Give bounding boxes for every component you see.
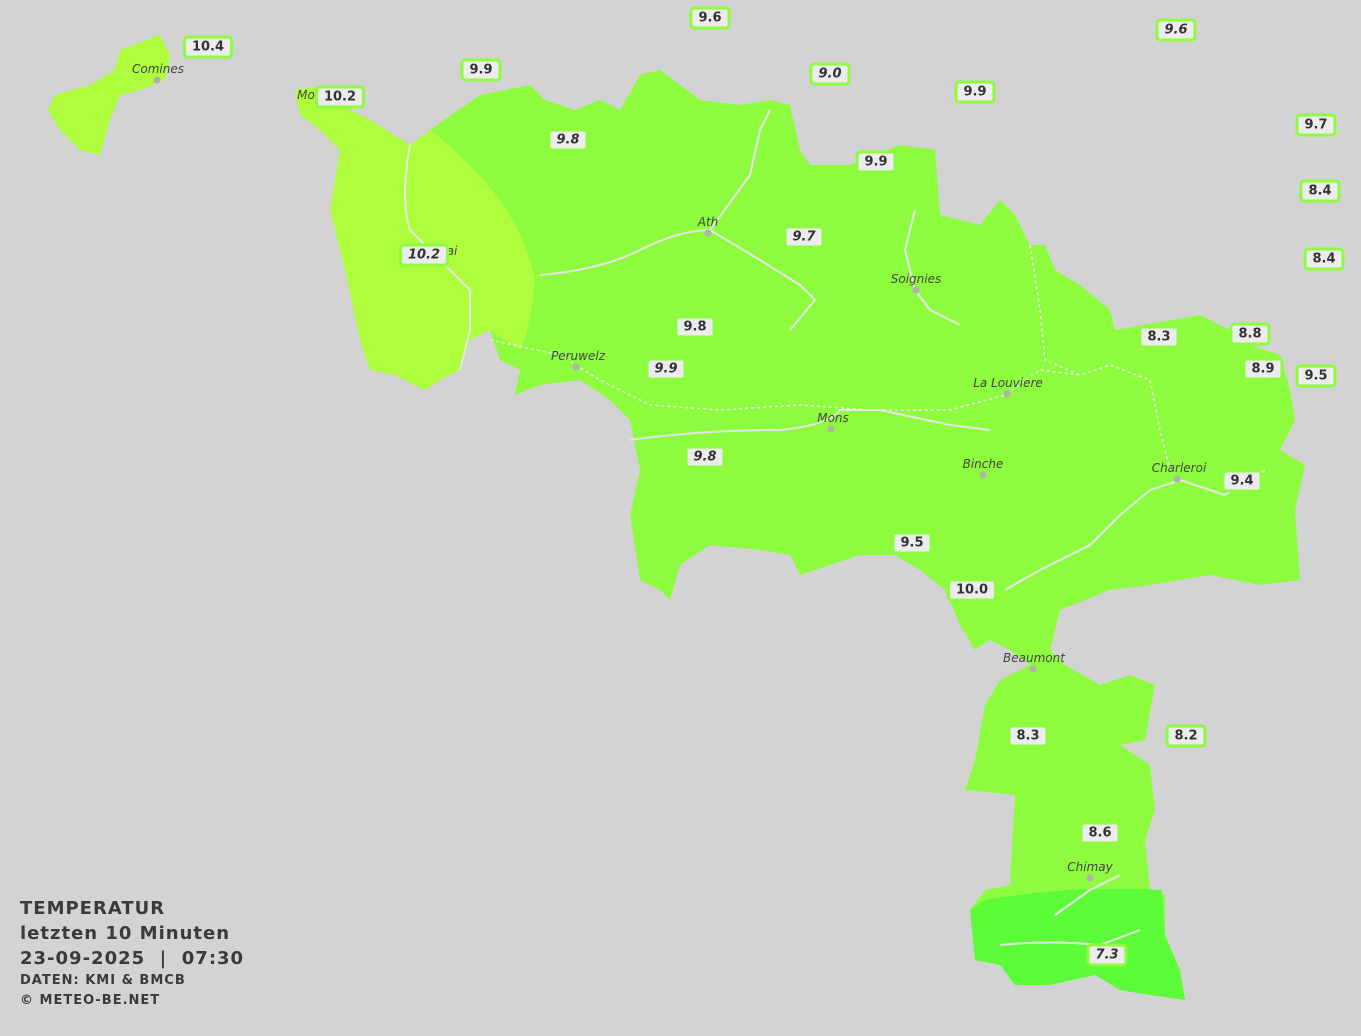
city-label: Ath — [697, 215, 719, 229]
temperature-reading[interactable]: 8.3 — [1007, 724, 1049, 748]
map-legend: TEMPERATUR letzten 10 Minuten 23-09-2025… — [20, 896, 244, 1011]
city-label: Peruwelz — [551, 349, 605, 363]
temperature-reading[interactable]: 9.0 — [809, 62, 851, 86]
temperature-reading[interactable]: 9.5 — [1295, 364, 1337, 388]
temperature-reading[interactable]: 10.4 — [182, 35, 234, 59]
city-label: Binche — [962, 457, 1004, 471]
temperature-reading[interactable]: 8.6 — [1079, 821, 1121, 845]
region-west — [295, 85, 535, 390]
city-label: Charleroi — [1151, 461, 1207, 475]
temperature-reading[interactable]: 9.8 — [684, 445, 726, 469]
legend-period: letzten 10 Minuten — [20, 923, 231, 944]
rivers — [404, 109, 1266, 947]
city-label: Mons — [817, 411, 849, 425]
temperature-reading[interactable]: 9.8 — [674, 315, 716, 339]
temperature-reading[interactable]: 8.3 — [1138, 325, 1180, 349]
temperature-reading[interactable]: 10.2 — [398, 243, 450, 267]
city-label: Mo — [297, 88, 315, 102]
temperature-reading[interactable]: 9.7 — [783, 225, 825, 249]
temperature-reading[interactable]: 8.4 — [1299, 179, 1341, 203]
region-main — [430, 70, 1305, 1000]
temperature-reading[interactable]: 9.9 — [645, 357, 687, 381]
legend-datetime: 23-09-2025 | 07:30 — [20, 948, 245, 969]
city-label: ai — [446, 244, 458, 258]
region-comines — [48, 35, 170, 155]
borders — [489, 244, 1171, 471]
temperature-reading[interactable]: 9.6 — [1155, 18, 1197, 42]
temperature-reading[interactable]: 10.0 — [946, 578, 998, 602]
temperature-reading[interactable]: 9.5 — [891, 531, 933, 555]
temperature-reading[interactable]: 9.9 — [954, 80, 996, 104]
temperature-reading[interactable]: 10.2 — [314, 85, 366, 109]
legend-source: DATEN: KMI & BMCB — [20, 973, 186, 988]
temperature-reading[interactable]: 9.9 — [460, 58, 502, 82]
temperature-reading[interactable]: 9.7 — [1295, 113, 1337, 137]
city-label: Chimay — [1067, 860, 1113, 874]
city-markers — [153, 76, 1181, 882]
temperature-reading[interactable]: 9.6 — [689, 6, 731, 30]
city-label: Comines — [132, 62, 184, 76]
temperature-reading[interactable]: 8.8 — [1229, 322, 1271, 346]
legend-title: TEMPERATUR — [20, 898, 166, 919]
temperature-reading[interactable]: 9.9 — [855, 150, 897, 174]
temperature-reading[interactable]: 7.3 — [1086, 943, 1128, 967]
legend-copyright: © METEO-BE.NET — [20, 993, 161, 1008]
region-south — [970, 888, 1185, 1000]
temperature-reading[interactable]: 9.4 — [1221, 469, 1263, 493]
city-label: La Louviere — [973, 376, 1043, 390]
temperature-reading[interactable]: 8.9 — [1242, 357, 1284, 381]
temperature-reading[interactable]: 9.8 — [547, 128, 589, 152]
temperature-reading[interactable]: 8.4 — [1303, 247, 1345, 271]
temperature-reading[interactable]: 8.2 — [1165, 724, 1207, 748]
city-label: Soignies — [890, 272, 942, 286]
city-label: Beaumont — [1003, 651, 1065, 665]
